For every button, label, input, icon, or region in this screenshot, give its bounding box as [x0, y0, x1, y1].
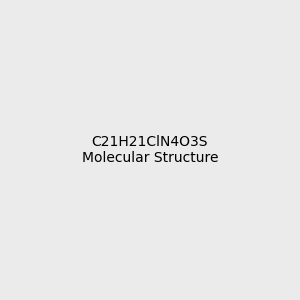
Text: C21H21ClN4O3S
Molecular Structure: C21H21ClN4O3S Molecular Structure — [82, 135, 218, 165]
